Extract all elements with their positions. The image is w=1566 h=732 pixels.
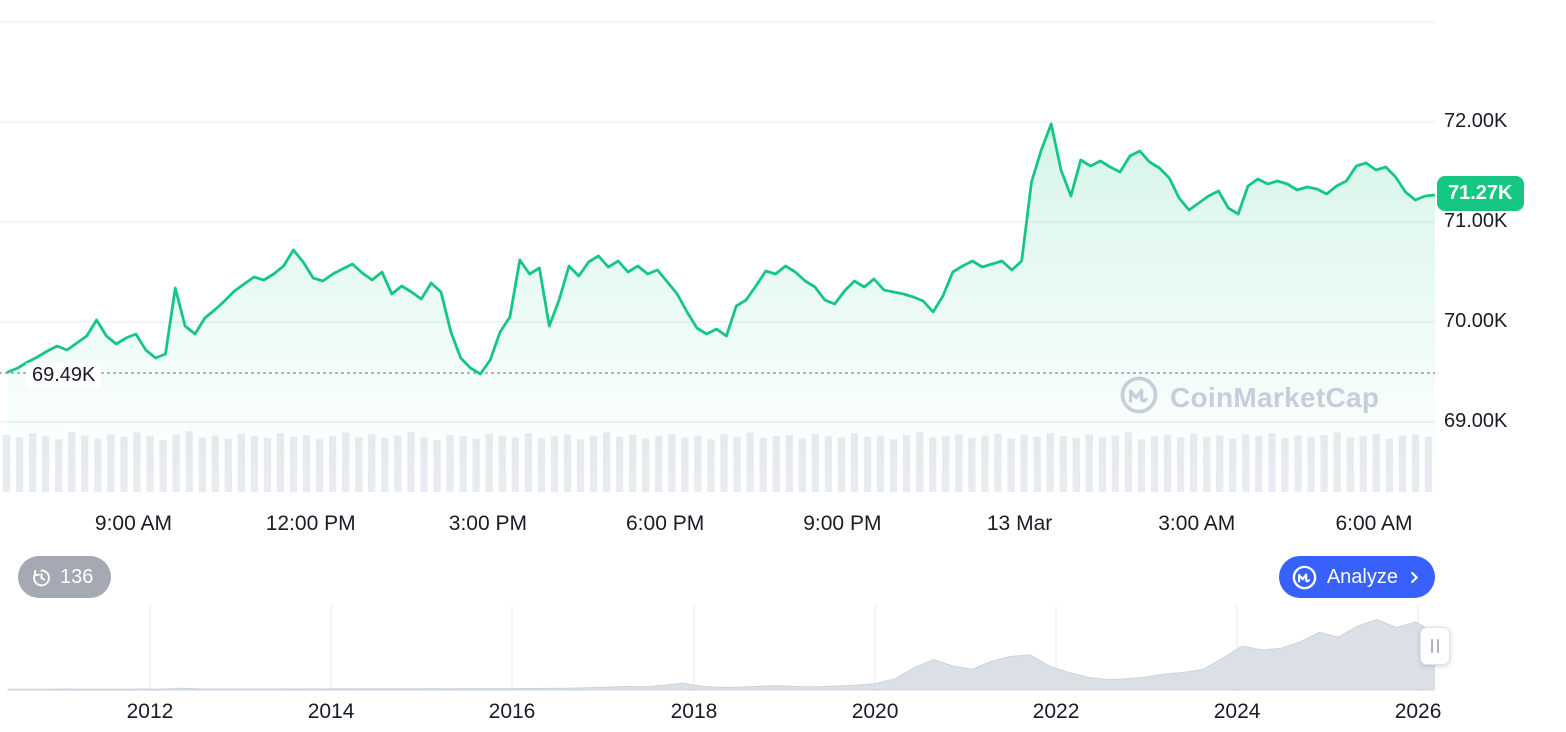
x-axis-label: 3:00 AM (1158, 512, 1236, 535)
minimap-canvas[interactable] (0, 605, 1435, 691)
y-axis-label: 72.00K (1444, 110, 1508, 132)
minimap-axis: 2012 2014 2016 2018 2020 2022 2024 2026 (0, 698, 1442, 726)
minimap-year-label: 2014 (307, 700, 355, 723)
history-count-label: 136 (60, 565, 94, 588)
chevron-right-icon (1407, 570, 1422, 585)
minimap-year-label: 2024 (1213, 700, 1261, 723)
x-axis-label: 13 Mar (986, 512, 1053, 535)
y-axis: 72.00K 71.00K 70.00K 69.00K (1444, 0, 1566, 500)
baseline-price-label: 69.49K (26, 363, 102, 388)
minimap-year-label: 2012 (126, 700, 174, 723)
current-price-badge: 71.27K (1437, 176, 1524, 211)
minimap-year-label: 2018 (670, 700, 718, 723)
handle-grip-bar (1431, 639, 1433, 653)
y-axis-label: 69.00K (1444, 410, 1508, 432)
range-handle-right[interactable] (1420, 627, 1450, 665)
x-axis: 9:00 AM 12:00 PM 3:00 PM 6:00 PM 9:00 PM 13 M… (0, 508, 1435, 544)
x-axis-label: 9:00 AM (94, 512, 172, 535)
x-axis-label: 12:00 PM (265, 512, 356, 535)
history-icon (31, 567, 52, 588)
x-axis-label: 9:00 PM (803, 512, 882, 535)
minimap-year-label: 2016 (488, 700, 536, 723)
y-axis-label: 70.00K (1444, 310, 1508, 332)
coinmarketcap-logo-icon (1291, 564, 1318, 591)
minimap-year-label: 2022 (1032, 700, 1080, 723)
minimap-year-label: 2020 (851, 700, 899, 723)
x-axis-label: 3:00 PM (448, 512, 527, 535)
x-axis-label: 6:00 PM (626, 512, 705, 535)
analyze-label: Analyze (1326, 565, 1398, 588)
analyze-button[interactable]: Analyze (1278, 556, 1435, 598)
history-count-button[interactable]: 136 (18, 556, 112, 598)
y-axis-label: 71.00K (1444, 210, 1508, 232)
range-selector[interactable] (0, 605, 1435, 691)
x-axis-label: 6:00 AM (1335, 512, 1413, 535)
minimap-year-label: 2026 (1394, 700, 1442, 723)
price-chart-canvas[interactable] (0, 0, 1435, 500)
handle-grip-bar (1437, 639, 1439, 653)
price-chart[interactable] (0, 0, 1435, 500)
